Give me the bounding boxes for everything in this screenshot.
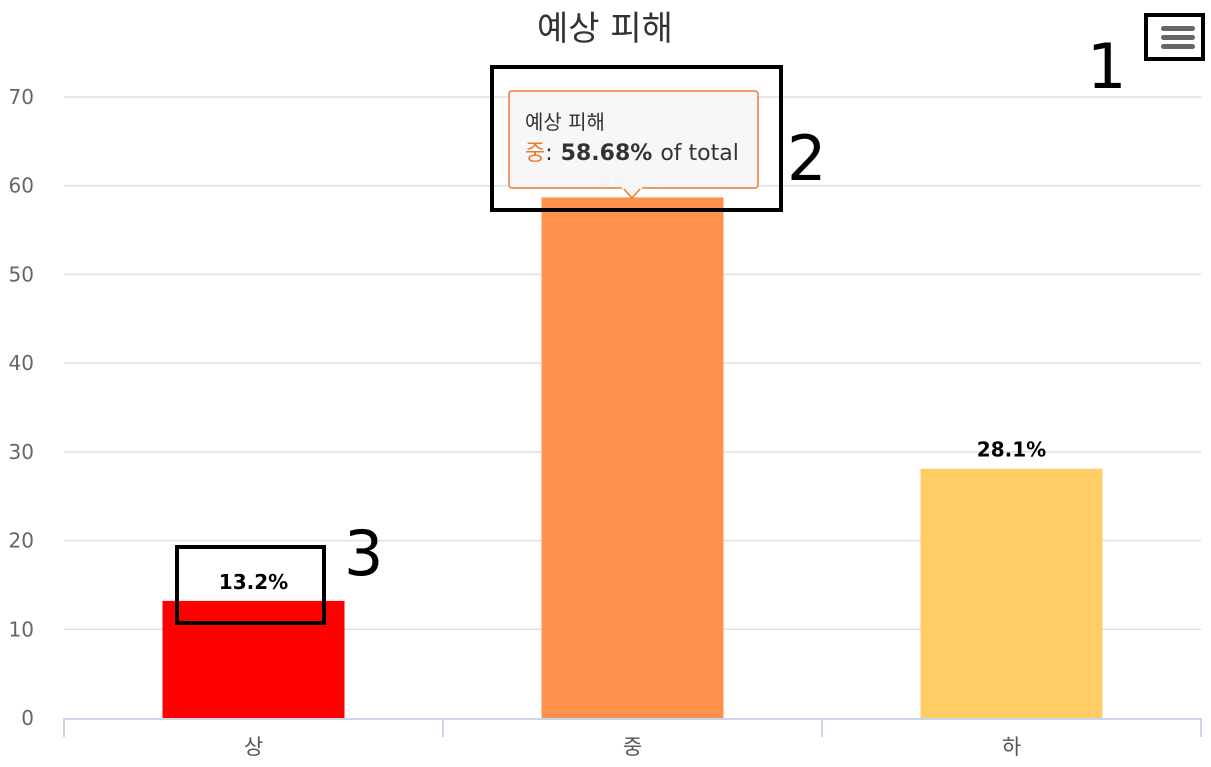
bars <box>162 197 1103 719</box>
y-tick-label: 20 <box>9 529 34 553</box>
annotation-box-3 <box>175 545 326 625</box>
bar-상[interactable] <box>162 600 345 718</box>
tooltip-value: 58.68% <box>561 141 653 166</box>
annotation-box-2 <box>490 65 783 212</box>
tooltip-suffix: of total <box>660 141 739 166</box>
y-tick-label: 10 <box>9 617 34 641</box>
menu-button[interactable] <box>1144 13 1205 61</box>
annotation-number-1: 1 <box>1087 30 1126 103</box>
y-tick-label: 60 <box>9 174 34 198</box>
y-axis-ticks: 0 10 20 30 40 50 60 70 <box>9 85 34 730</box>
data-label: 28.1% <box>977 438 1046 462</box>
tooltip: 예상 피해 중: 58.68% of total <box>508 90 759 200</box>
bar-하[interactable] <box>920 468 1103 718</box>
bar-중[interactable] <box>541 197 724 719</box>
y-tick-label: 40 <box>9 351 34 375</box>
annotation-number-3: 3 <box>344 517 383 590</box>
tooltip-body: 중: 58.68% of total <box>525 141 739 166</box>
x-tick-label: 상 <box>244 735 263 759</box>
y-tick-label: 70 <box>9 85 34 109</box>
hamburger-menu-icon[interactable] <box>1161 26 1195 49</box>
chart-title: 예상 피해 <box>537 9 673 49</box>
tooltip-title: 예상 피해 <box>525 110 605 134</box>
annotation-number-2: 2 <box>787 122 826 195</box>
tooltip-box <box>508 90 759 189</box>
tooltip-pointer <box>622 187 642 200</box>
x-tick-label: 하 <box>1002 735 1021 759</box>
tooltip-separator: : <box>545 141 552 166</box>
y-tick-label: 50 <box>9 262 34 286</box>
y-tick-label: 0 <box>21 706 34 730</box>
x-tick-label: 중 <box>623 735 642 759</box>
data-label: 13.2% <box>219 570 288 594</box>
y-tick-label: 30 <box>9 440 34 464</box>
tooltip-category: 중 <box>525 141 545 166</box>
